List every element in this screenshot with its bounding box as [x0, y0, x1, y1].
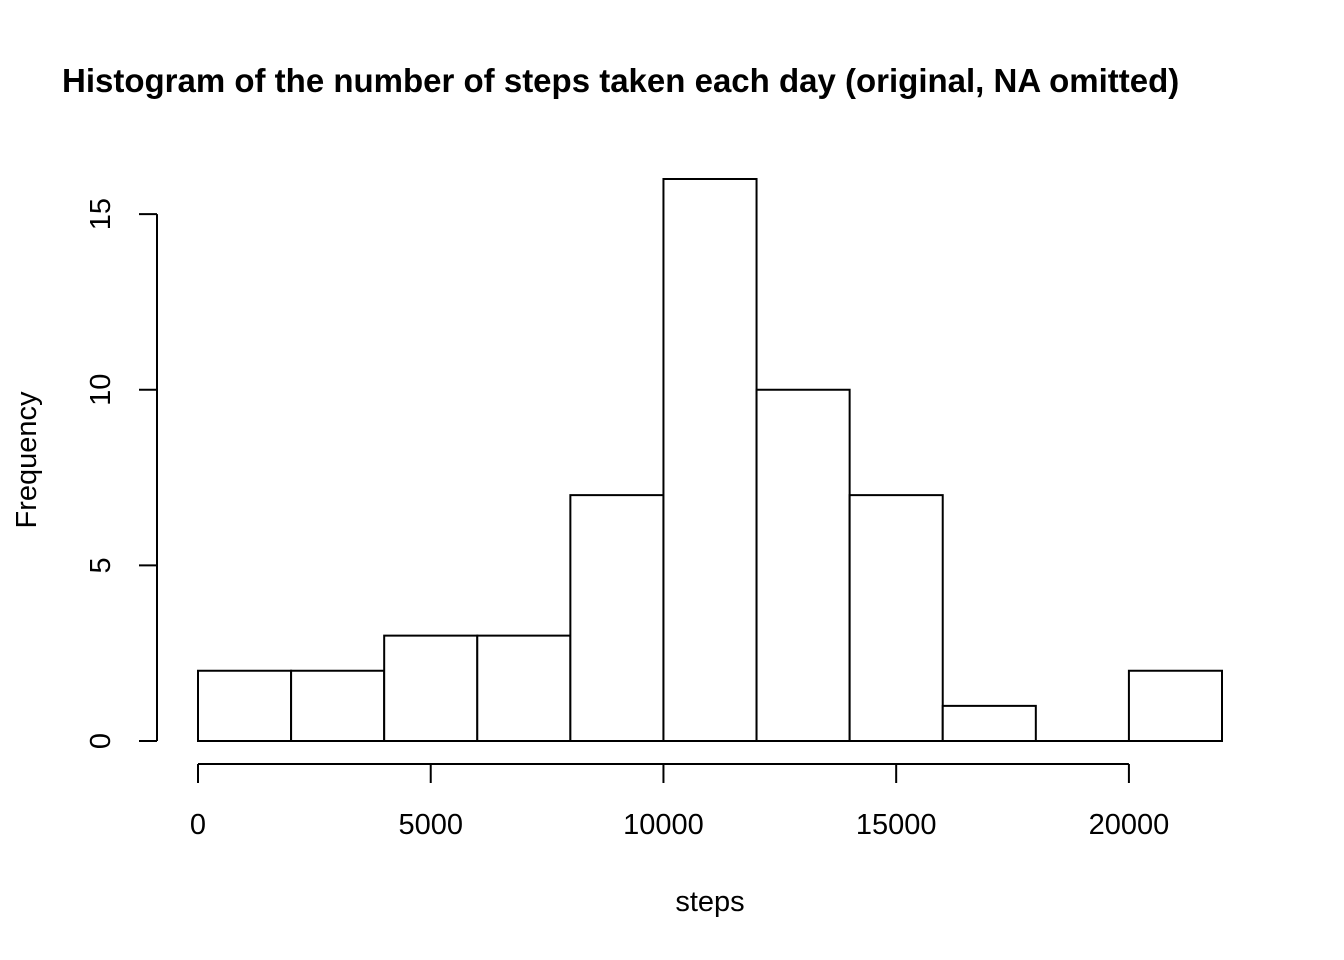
- x-tick-label: 15000: [856, 809, 937, 841]
- histogram-bar-2: [383, 634, 479, 742]
- histogram-bar-4: [569, 494, 665, 742]
- histogram-bar-1: [290, 669, 386, 742]
- histogram-bar-0: [197, 669, 293, 742]
- chart-title: Histogram of the number of steps taken e…: [62, 62, 1179, 99]
- x-axis-label: steps: [675, 886, 744, 918]
- x-tick-label: 5000: [398, 809, 463, 841]
- x-tick-label: 0: [190, 809, 206, 841]
- histogram-bar-10: [1127, 669, 1223, 742]
- y-axis-label: Frequency: [11, 391, 43, 529]
- histogram-bar-7: [848, 494, 944, 742]
- y-tick-label: 15: [85, 198, 117, 230]
- histogram-bar-6: [755, 388, 851, 742]
- histogram-bar-3: [476, 634, 572, 742]
- x-tick-label: 10000: [623, 809, 704, 841]
- bars-group: [197, 178, 1223, 742]
- y-tick-label: 5: [85, 557, 117, 573]
- y-tick-label: 0: [85, 733, 117, 749]
- y-axis: 0 5 10 15: [85, 198, 158, 749]
- x-tick-label: 20000: [1089, 809, 1170, 841]
- x-axis: 0 5000 10000 15000 20000: [190, 763, 1170, 841]
- histogram-bar-8: [941, 704, 1037, 742]
- y-tick-label: 10: [85, 374, 117, 406]
- histogram-bar-5: [662, 178, 758, 742]
